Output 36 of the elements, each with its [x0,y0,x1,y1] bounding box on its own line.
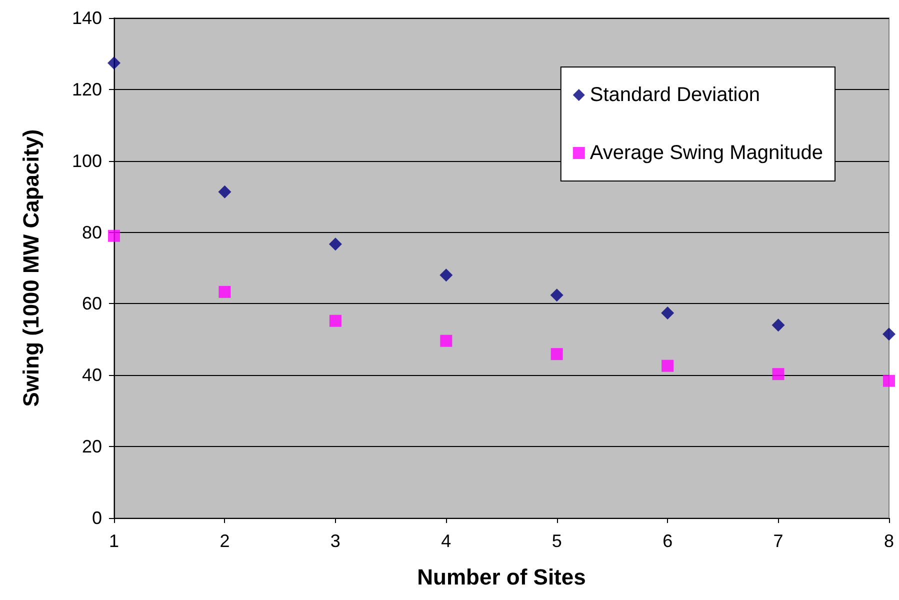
point [772,318,785,332]
point [772,368,784,380]
point [550,288,564,302]
x-tick-label: 3 [330,531,340,551]
point [328,238,342,251]
y-tick-label: 20 [82,436,102,457]
point [550,348,563,360]
point [440,268,453,282]
x-tick-label: 5 [552,531,562,551]
x-tick-label: 6 [662,531,673,551]
y-tick-label: 0 [92,508,102,528]
point [883,374,895,387]
y-tick-label: 80 [82,222,102,242]
point [329,314,342,327]
y-tick-label: 120 [72,79,102,100]
x-axis-title: Number of Sites [417,564,586,590]
x-tick-label: 2 [220,531,230,551]
x-tick-label: 7 [773,531,784,551]
y-tick-label: 60 [82,294,102,314]
point [218,286,231,298]
point [661,306,674,320]
point [882,328,896,341]
y-tick-label: 100 [72,150,102,171]
point [108,56,120,70]
x-tick-label: 1 [108,531,120,551]
y-tick-label: 40 [82,365,102,386]
x-tick-label: 4 [441,531,452,551]
y-axis-title: Swing (1000 MW Capacity) [18,129,44,407]
x-tick-label: 8 [884,531,894,551]
y-tick-label: 140 [72,8,102,28]
legend-label: Average Swing Magnitude [590,142,824,164]
point [662,360,674,372]
point [108,230,120,242]
point [440,334,452,347]
legend-label: Standard Deviation [590,84,760,106]
point [218,185,232,198]
